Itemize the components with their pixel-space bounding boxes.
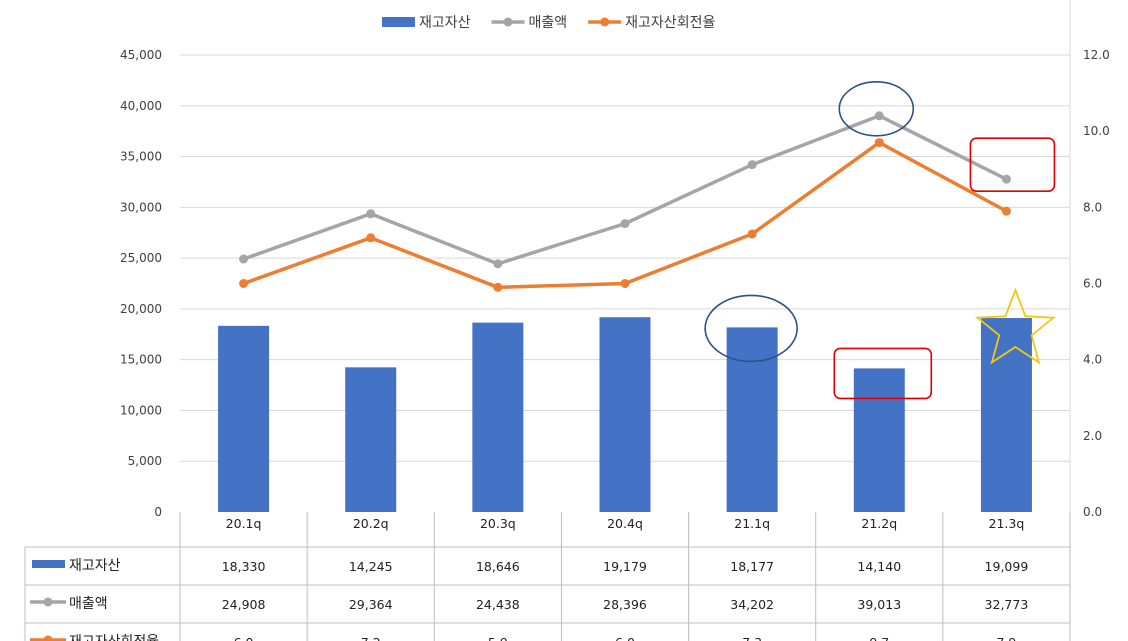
table-legend-key	[43, 597, 53, 607]
gridlines	[180, 54, 1070, 462]
highlight-ellipse	[704, 294, 798, 363]
table-cell: 24,438	[476, 597, 520, 612]
right-tick-label: 8.0	[1083, 200, 1102, 214]
right-tick-label: 0.0	[1083, 505, 1102, 519]
left-tick-label: 30,000	[120, 200, 162, 214]
left-tick-label: 40,000	[120, 99, 162, 113]
legend-key	[382, 17, 415, 27]
highlight-ellipse	[838, 81, 915, 137]
legend-label: 재고자산회전율	[625, 15, 715, 31]
category-label: 21.3q	[989, 516, 1025, 531]
line-point	[239, 254, 249, 264]
table-cell: 18,177	[730, 559, 774, 574]
table-cell: 6.0	[234, 635, 254, 641]
table-series-name: 매출액	[69, 596, 108, 612]
table-cell: 14,140	[857, 559, 901, 574]
table-cell: 34,202	[730, 597, 774, 612]
category-label: 20.1q	[226, 516, 262, 531]
left-y-axis: 0 5,000 10,000 15,000 20,000 25,000 30,000 35,0…	[120, 48, 162, 519]
left-tick-label: 45,000	[120, 48, 162, 62]
bar	[599, 317, 651, 512]
left-tick-label: 10,000	[120, 403, 162, 417]
line-point	[874, 138, 884, 148]
table-cell: 28,396	[603, 597, 647, 612]
bar-series	[218, 317, 1032, 512]
bar	[980, 318, 1032, 512]
bar	[726, 327, 778, 512]
highlight-box	[969, 137, 1056, 192]
table-cell: 14,245	[349, 559, 393, 574]
category-label: 20.4q	[607, 516, 643, 531]
left-tick-label: 5,000	[128, 454, 162, 468]
line-point	[620, 219, 630, 229]
line-point	[747, 229, 757, 239]
right-tick-label: 10.0	[1083, 124, 1110, 138]
table-cell: 7.2	[361, 635, 381, 641]
table-cell: 18,330	[222, 559, 266, 574]
table-series-name: 재고자산	[69, 558, 121, 574]
left-tick-label: 15,000	[120, 353, 162, 367]
bar	[853, 368, 905, 512]
left-tick-label: 20,000	[120, 302, 162, 316]
table-cell: 18,646	[476, 559, 520, 574]
right-tick-label: 4.0	[1083, 353, 1102, 367]
series-line	[241, 140, 1009, 290]
legend-key	[503, 17, 513, 27]
category-label: 21.2q	[861, 516, 897, 531]
bar	[345, 367, 397, 512]
category-label: 20.2q	[353, 516, 389, 531]
table-cell: 19,179	[603, 559, 647, 574]
legend-key	[600, 17, 610, 27]
bar	[218, 325, 270, 512]
table-cell: 5.9	[488, 635, 508, 641]
table-cell: 29,364	[349, 597, 393, 612]
left-tick-label: 0	[154, 505, 162, 519]
legend-label: 매출액	[529, 15, 568, 31]
line-point	[620, 279, 630, 288]
right-tick-label: 2.0	[1083, 429, 1102, 443]
line-point	[1001, 174, 1011, 184]
table-cell: 9.7	[869, 635, 889, 641]
category-label: 21.1q	[734, 516, 770, 531]
table-cell: 6.0	[615, 635, 635, 641]
table-cell: 19,099	[985, 559, 1029, 574]
line-point	[493, 259, 503, 269]
annotations	[704, 81, 1056, 400]
line-point	[874, 111, 884, 121]
line-point	[493, 282, 503, 292]
table-cell: 7.3	[742, 635, 762, 641]
highlight-box	[833, 347, 933, 400]
table-legend-key	[32, 560, 65, 568]
table-cell: 32,773	[985, 597, 1029, 612]
line-point	[366, 233, 376, 243]
legend: 재고자산 매출액 재고자산회전율	[382, 15, 715, 31]
table-series-name: 재고자산회전율	[69, 634, 159, 641]
table-legend-key	[43, 635, 53, 641]
right-y-axis: 0.0 2.0 4.0 6.0 8.0 10.0 12.0	[1083, 48, 1110, 519]
table-cell: 24,908	[222, 597, 266, 612]
line-point	[366, 209, 376, 219]
line-point	[1001, 206, 1011, 216]
legend-label: 재고자산	[419, 15, 471, 31]
line-series	[239, 111, 1011, 292]
right-tick-label: 6.0	[1083, 277, 1102, 291]
table-cell: 39,013	[857, 597, 901, 612]
left-tick-label: 35,000	[120, 150, 162, 164]
right-tick-label: 12.0	[1083, 48, 1110, 62]
table-cell: 7.9	[996, 635, 1016, 641]
star-icon	[974, 287, 1056, 365]
bar	[472, 322, 524, 512]
left-tick-label: 25,000	[120, 251, 162, 265]
line-point	[747, 160, 757, 170]
category-label: 20.3q	[480, 516, 516, 531]
data-table: 20.1q 20.2q 20.3q 20.4q 21.1q 21.2q 21.3q 재고자산 1…	[24, 512, 1071, 641]
line-point	[239, 279, 249, 288]
